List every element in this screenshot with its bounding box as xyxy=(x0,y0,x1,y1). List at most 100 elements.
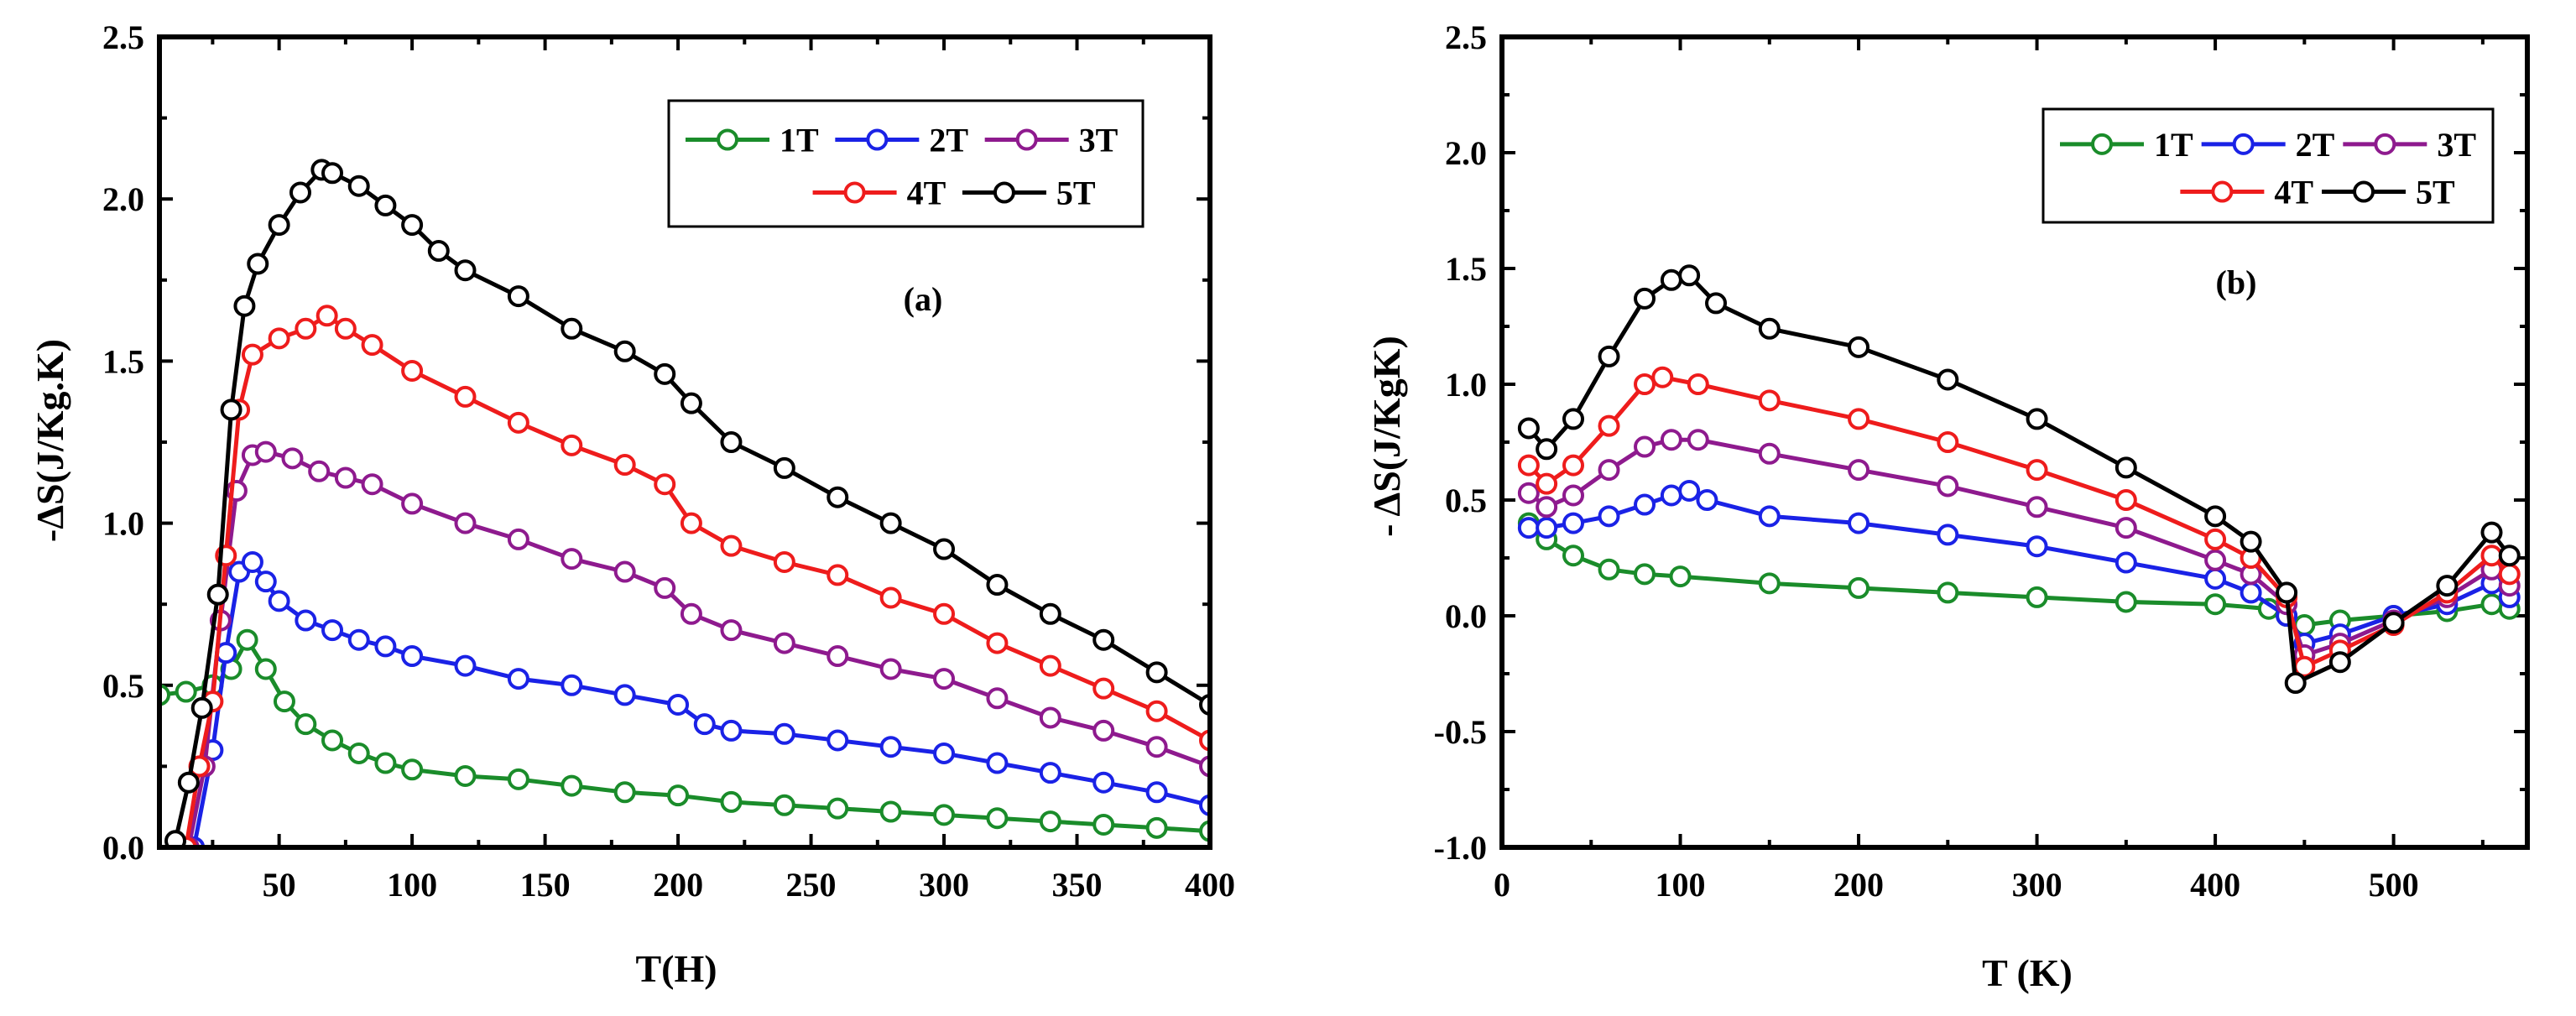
legend-entry-2T: 2T xyxy=(2201,126,2335,164)
data-point-1T xyxy=(1145,816,1168,839)
data-point-3T xyxy=(1092,719,1115,742)
data-point-4T xyxy=(613,454,636,477)
legend-swatch-marker xyxy=(843,181,866,204)
data-point-4T xyxy=(454,385,477,408)
x-tick-label: 50 xyxy=(263,866,296,904)
data-point-1T xyxy=(454,764,477,787)
data-point-5T xyxy=(1092,628,1115,651)
data-point-5T xyxy=(177,771,200,794)
x-tick-label: 400 xyxy=(1185,866,1235,904)
data-point-1T xyxy=(1634,563,1656,586)
data-point-1T xyxy=(933,804,956,826)
data-point-4T xyxy=(241,343,263,366)
data-point-5T xyxy=(1517,417,1540,440)
data-point-5T xyxy=(2480,521,2503,544)
data-point-5T xyxy=(1678,264,1701,287)
chart-panel-a: 50 100 150 200 250 300 350 400 0.0 0.5 1.0 1.5 2.0 2.… xyxy=(29,18,1235,990)
x-axis-title: T(H) xyxy=(635,947,717,990)
data-point-1T xyxy=(1758,572,1781,595)
data-point-5T xyxy=(427,240,450,263)
data-point-2T xyxy=(1634,493,1656,516)
data-point-5T xyxy=(1758,317,1781,340)
data-point-1T xyxy=(986,807,1009,830)
series-line-3T xyxy=(1527,437,2511,658)
x-tick-label: 100 xyxy=(387,866,437,904)
data-point-2T xyxy=(773,722,795,745)
data-point-5T xyxy=(268,214,290,237)
data-point-5T xyxy=(1536,438,1558,461)
legend: 1T 2T 3T 4T 5T xyxy=(2042,107,2495,224)
data-point-2T xyxy=(2204,567,2227,590)
plot-frame xyxy=(157,34,1212,850)
chart-panel-b: 0 100 200 300 400 500 -1.0 -0.5 0.0 0.5 1.0 1.5 2.0 2… xyxy=(1365,18,2530,994)
legend-label: 1T xyxy=(780,122,819,159)
data-point-3T xyxy=(1660,429,1682,451)
data-point-5T xyxy=(206,583,229,606)
legend-swatch-marker xyxy=(993,181,1015,204)
data-point-5T xyxy=(1705,292,1728,315)
data-point-1T xyxy=(561,774,583,797)
data-point-5T xyxy=(1039,602,1061,625)
data-point-5T xyxy=(2026,408,2048,430)
data-point-5T xyxy=(879,512,902,534)
data-point-2T xyxy=(1758,505,1781,528)
data-point-2T xyxy=(295,609,317,632)
data-point-1T xyxy=(1039,810,1061,833)
x-tick-label: 150 xyxy=(520,866,571,904)
data-point-5T xyxy=(613,340,636,362)
data-point-4T xyxy=(1092,677,1115,700)
data-point-4T xyxy=(1598,414,1620,437)
data-point-4T xyxy=(1687,373,1709,395)
y-tick-label: 2.5 xyxy=(1445,18,1487,56)
data-point-5T xyxy=(773,456,795,479)
data-point-2T xyxy=(1039,762,1061,784)
data-point-4T xyxy=(507,411,529,434)
data-point-4T xyxy=(773,550,795,573)
data-point-5T xyxy=(1145,661,1168,684)
data-point-2T xyxy=(986,752,1009,774)
data-point-5T xyxy=(347,175,370,197)
data-point-1T xyxy=(175,680,197,703)
data-point-2T xyxy=(1598,505,1620,528)
plot-area xyxy=(1517,264,2521,695)
data-point-3T xyxy=(1758,442,1781,465)
data-point-3T xyxy=(613,560,636,583)
data-point-3T xyxy=(879,658,902,680)
y-tick-label: 0.0 xyxy=(1445,597,1487,635)
data-point-5T xyxy=(220,399,242,421)
data-point-5T xyxy=(454,259,477,282)
data-point-3T xyxy=(933,668,956,690)
data-point-2T xyxy=(374,635,397,658)
data-point-5T xyxy=(2382,612,2405,634)
legend-swatch-marker xyxy=(717,128,738,151)
data-point-4T xyxy=(361,334,383,357)
data-point-5T xyxy=(720,431,743,453)
data-point-1T xyxy=(2115,591,2137,613)
data-point-2T xyxy=(241,550,263,573)
x-tick-label: 400 xyxy=(2190,866,2240,904)
data-point-2T xyxy=(2115,551,2137,574)
y-tick-label: 1.5 xyxy=(102,342,144,380)
plot-area xyxy=(159,159,1210,847)
data-point-5T xyxy=(164,830,187,847)
data-point-1T xyxy=(295,713,317,736)
data-point-1T xyxy=(2480,593,2503,616)
data-point-1T xyxy=(720,790,743,813)
data-point-4T xyxy=(1145,700,1168,722)
data-point-4T xyxy=(2480,544,2503,567)
data-point-4T xyxy=(1039,654,1061,677)
data-point-4T xyxy=(1758,389,1781,412)
y-tick-label: 2.5 xyxy=(102,18,144,56)
y-axis-title: - ΔS(J/KgK) xyxy=(1365,336,1408,537)
data-point-5T xyxy=(1660,268,1682,291)
legend-label: 3T xyxy=(2437,126,2476,164)
data-point-2T xyxy=(1562,512,1585,534)
data-point-2T xyxy=(827,729,849,752)
data-point-5T xyxy=(2498,544,2521,567)
series-5T xyxy=(164,159,1210,847)
panel-label: (a) xyxy=(904,280,943,318)
y-axis-title: -ΔS(J/Kg.K) xyxy=(29,339,71,542)
data-point-5T xyxy=(1634,287,1656,310)
data-point-5T xyxy=(2240,530,2262,553)
series-5T xyxy=(1517,264,2521,695)
